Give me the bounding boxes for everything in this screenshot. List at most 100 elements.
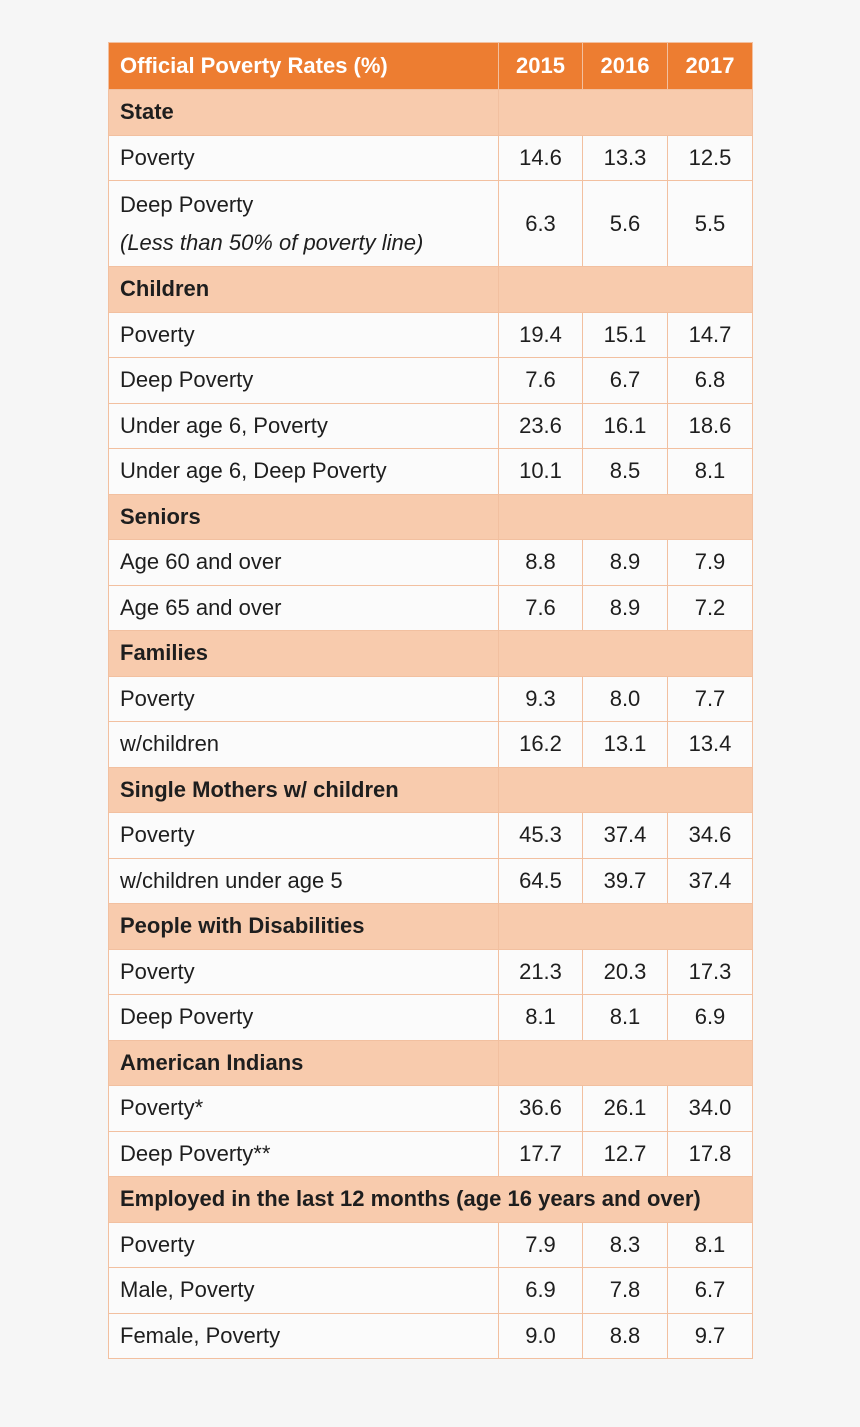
- section-title: American Indians: [108, 1039, 499, 1086]
- value-cell: 15.1: [582, 311, 668, 358]
- section-row: American Indians: [108, 1039, 753, 1086]
- value-cell: 6.7: [582, 357, 668, 404]
- section-fill: [498, 630, 753, 677]
- data-row: Deep Poverty 8.1 8.1 6.9: [108, 994, 753, 1041]
- value-cell: 7.7: [667, 675, 753, 722]
- row-label: w/children under age 5: [108, 857, 499, 904]
- row-label: Poverty: [108, 812, 499, 859]
- value-cell: 7.9: [667, 539, 753, 586]
- value-cell: 8.1: [498, 994, 583, 1041]
- value-cell: 6.8: [667, 357, 753, 404]
- value-cell: 12.7: [582, 1130, 668, 1177]
- row-label: Poverty: [108, 311, 499, 358]
- table-body: State Poverty 14.6 13.3 12.5 Deep Poverty (Les…: [108, 89, 753, 1359]
- section-title: Families: [108, 630, 499, 677]
- value-cell: 14.7: [667, 311, 753, 358]
- row-label: w/children: [108, 721, 499, 768]
- value-cell: 9.0: [498, 1312, 583, 1359]
- value-cell: 7.9: [498, 1221, 583, 1268]
- year-header: 2016: [582, 42, 668, 90]
- data-row: Poverty 21.3 20.3 17.3: [108, 948, 753, 995]
- data-row: Deep Poverty 7.6 6.7 6.8: [108, 357, 753, 404]
- value-cell: 13.4: [667, 721, 753, 768]
- header-row: Official Poverty Rates (%) 2015 2016 2017: [108, 42, 753, 90]
- value-cell: 5.6: [582, 180, 668, 267]
- data-row: w/children 16.2 13.1 13.4: [108, 721, 753, 768]
- value-cell: 8.1: [667, 448, 753, 495]
- table-title: Official Poverty Rates (%): [108, 42, 499, 90]
- data-row: Age 60 and over 8.8 8.9 7.9: [108, 539, 753, 586]
- section-fill: [498, 1039, 753, 1086]
- section-row: Seniors: [108, 493, 753, 540]
- poverty-table: Official Poverty Rates (%) 2015 2016 2017 …: [108, 42, 753, 1359]
- section-title: Single Mothers w/ children: [108, 766, 499, 813]
- section-title: People with Disabilities: [108, 903, 499, 950]
- value-cell: 23.6: [498, 402, 583, 449]
- value-cell: 36.6: [498, 1085, 583, 1132]
- value-cell: 37.4: [667, 857, 753, 904]
- row-label: Poverty: [108, 1221, 499, 1268]
- row-label: Deep Poverty: [108, 357, 499, 404]
- value-cell: 6.9: [667, 994, 753, 1041]
- data-row: Poverty 45.3 37.4 34.6: [108, 812, 753, 859]
- value-cell: 8.1: [582, 994, 668, 1041]
- value-cell: 17.7: [498, 1130, 583, 1177]
- value-cell: 64.5: [498, 857, 583, 904]
- value-cell: 26.1: [582, 1085, 668, 1132]
- value-cell: 9.7: [667, 1312, 753, 1359]
- data-row: Male, Poverty 6.9 7.8 6.7: [108, 1267, 753, 1314]
- value-cell: 37.4: [582, 812, 668, 859]
- value-cell: 17.3: [667, 948, 753, 995]
- value-cell: 16.1: [582, 402, 668, 449]
- label-note: (Less than 50% of poverty line): [120, 229, 424, 255]
- value-cell: 9.3: [498, 675, 583, 722]
- value-cell: 13.3: [582, 134, 668, 181]
- value-cell: 39.7: [582, 857, 668, 904]
- row-label: Poverty: [108, 948, 499, 995]
- row-label: Poverty: [108, 675, 499, 722]
- data-row: Poverty 7.9 8.3 8.1: [108, 1221, 753, 1268]
- data-row: Deep Poverty** 17.7 12.7 17.8: [108, 1130, 753, 1177]
- value-cell: 8.1: [667, 1221, 753, 1268]
- row-label: Under age 6, Deep Poverty: [108, 448, 499, 495]
- value-cell: 8.9: [582, 584, 668, 631]
- data-row: Under age 6, Deep Poverty 10.1 8.5 8.1: [108, 448, 753, 495]
- value-cell: 8.8: [498, 539, 583, 586]
- data-row: Poverty* 36.6 26.1 34.0: [108, 1085, 753, 1132]
- section-row: Employed in the last 12 months (age 16 y…: [108, 1176, 753, 1223]
- year-header: 2017: [667, 42, 753, 90]
- data-row: w/children under age 5 64.5 39.7 37.4: [108, 857, 753, 904]
- value-cell: 7.6: [498, 357, 583, 404]
- value-cell: 20.3: [582, 948, 668, 995]
- data-row: Poverty 9.3 8.0 7.7: [108, 675, 753, 722]
- value-cell: 6.7: [667, 1267, 753, 1314]
- section-row: State: [108, 89, 753, 136]
- value-cell: 10.1: [498, 448, 583, 495]
- section-title: Employed in the last 12 months (age 16 y…: [108, 1176, 753, 1223]
- section-row: Children: [108, 266, 753, 313]
- value-cell: 13.1: [582, 721, 668, 768]
- value-cell: 17.8: [667, 1130, 753, 1177]
- value-cell: 19.4: [498, 311, 583, 358]
- value-cell: 16.2: [498, 721, 583, 768]
- data-row: Age 65 and over 7.6 8.9 7.2: [108, 584, 753, 631]
- section-title: State: [108, 89, 499, 136]
- value-cell: 34.6: [667, 812, 753, 859]
- row-label: Age 60 and over: [108, 539, 499, 586]
- value-cell: 8.9: [582, 539, 668, 586]
- section-title: Children: [108, 266, 499, 313]
- section-fill: [498, 89, 753, 136]
- section-fill: [498, 903, 753, 950]
- section-fill: [498, 266, 753, 313]
- value-cell: 8.5: [582, 448, 668, 495]
- data-row: Deep Poverty (Less than 50% of poverty li…: [108, 180, 753, 267]
- value-cell: 7.2: [667, 584, 753, 631]
- value-cell: 45.3: [498, 812, 583, 859]
- value-cell: 18.6: [667, 402, 753, 449]
- row-label: Age 65 and over: [108, 584, 499, 631]
- value-cell: 34.0: [667, 1085, 753, 1132]
- value-cell: 6.3: [498, 180, 583, 267]
- value-cell: 7.8: [582, 1267, 668, 1314]
- section-row: Single Mothers w/ children: [108, 766, 753, 813]
